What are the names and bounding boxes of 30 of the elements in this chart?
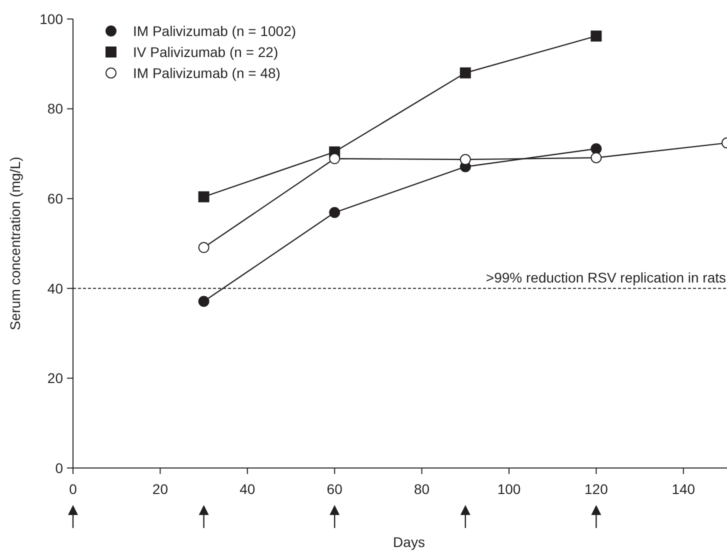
x-tick-label: 40 bbox=[240, 481, 256, 497]
point bbox=[590, 152, 602, 164]
point bbox=[590, 30, 602, 42]
x-tick-label: 100 bbox=[497, 481, 521, 497]
legend-label: IM Palivizumab (n = 48) bbox=[133, 64, 280, 81]
x-axis-title: Days bbox=[393, 534, 425, 550]
point bbox=[329, 153, 340, 164]
y-tick-label: 100 bbox=[40, 10, 64, 27]
x-tick-label: 80 bbox=[414, 481, 430, 497]
ref-line-label: >99% reduction RSV replication in rats bbox=[486, 269, 726, 286]
y-axis-title: Serum concentration (mg/L) bbox=[7, 156, 23, 330]
point bbox=[198, 242, 210, 254]
y-tick-label: 20 bbox=[47, 370, 64, 386]
point bbox=[329, 207, 340, 218]
point bbox=[198, 296, 210, 307]
y-tick-label: 40 bbox=[47, 280, 64, 296]
x-tick-label: 0 bbox=[69, 481, 78, 497]
legend-label: IM Palivizumab (n = 1002) bbox=[133, 22, 296, 39]
y-tick-label: 60 bbox=[47, 190, 64, 206]
y-tick-label: 0 bbox=[55, 460, 64, 476]
x-tick-label: 120 bbox=[584, 481, 608, 497]
x-tick-label: 60 bbox=[326, 481, 343, 497]
y-tick-label: 80 bbox=[47, 100, 64, 117]
legend-label: IV Palivizumab (n = 22) bbox=[133, 44, 278, 60]
point bbox=[590, 143, 602, 154]
point bbox=[198, 191, 210, 202]
point bbox=[460, 154, 471, 166]
point bbox=[460, 67, 471, 78]
x-tick-label: 140 bbox=[672, 481, 696, 497]
x-tick-label: 20 bbox=[152, 481, 168, 497]
